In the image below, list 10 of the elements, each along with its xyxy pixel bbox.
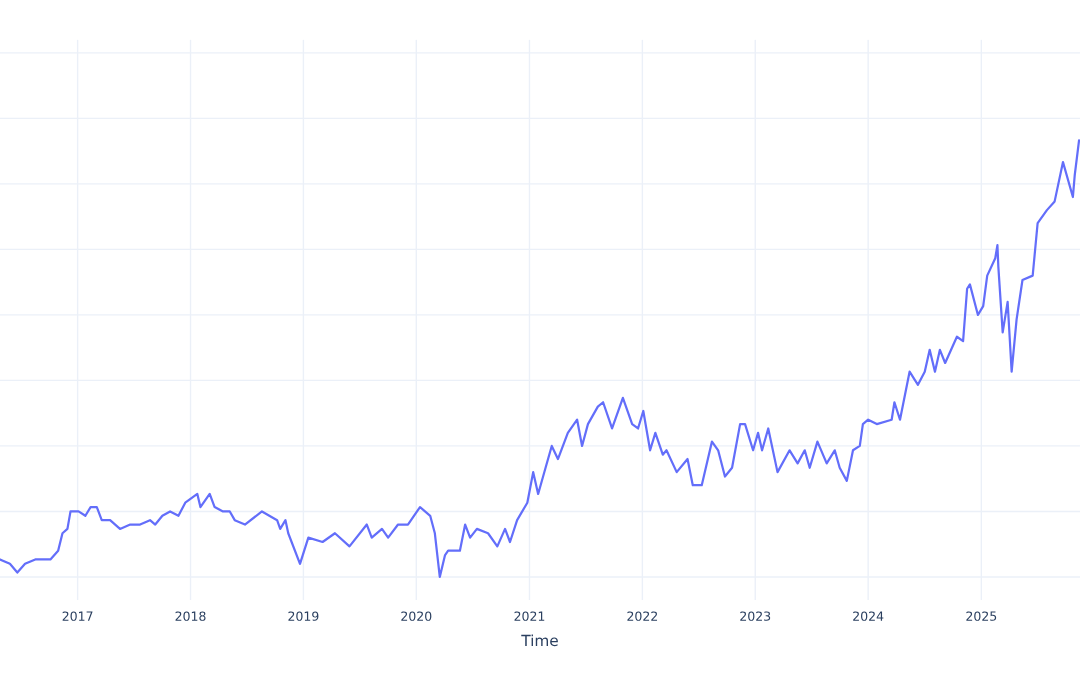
x-tick-label: 2019: [288, 611, 319, 621]
x-tick-label: 2021: [514, 611, 545, 621]
x-tick-label: 2018: [175, 611, 206, 621]
x-tick-label: 2023: [740, 611, 771, 621]
x-tick-label: 2020: [401, 611, 432, 621]
x-axis-title: Time: [521, 634, 558, 647]
x-tick-label: 2022: [627, 611, 658, 621]
x-tick-label: 2017: [62, 611, 93, 621]
x-tick-label: 2025: [966, 611, 997, 621]
x-tick-label: 2024: [853, 611, 884, 621]
